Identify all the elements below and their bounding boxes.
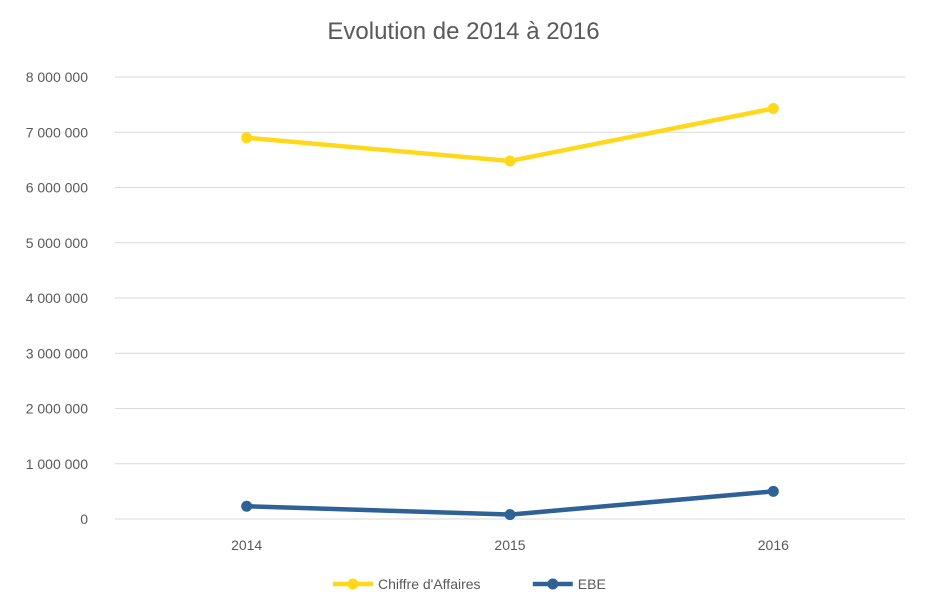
data-point-ebe (504, 509, 516, 521)
y-tick-label: 1 000 000 (26, 456, 88, 472)
data-point-ebe (767, 485, 779, 497)
y-tick-label: 4 000 000 (26, 290, 88, 306)
y-tick-label: 6 000 000 (26, 180, 88, 196)
x-tick-label: 2016 (758, 537, 789, 553)
legend-marker-chiffre-d-affaires (347, 578, 359, 590)
series-lines (241, 102, 779, 521)
chart-title: Evolution de 2014 à 2016 (327, 18, 600, 45)
x-tick-label: 2014 (231, 537, 262, 553)
y-tick-label: 8 000 000 (26, 69, 88, 85)
y-tick-label: 7 000 000 (26, 124, 88, 140)
gridlines (115, 76, 905, 520)
y-tick-label: 3 000 000 (26, 345, 88, 361)
legend: Chiffre d'Affaires EBE (333, 576, 606, 592)
legend-label-ebe: EBE (578, 576, 606, 592)
legend-label-chiffre-d-affaires: Chiffre d'Affaires (378, 576, 481, 592)
x-axis-ticks: 2014 2015 2016 (231, 537, 789, 553)
legend-marker-ebe (547, 578, 559, 590)
data-point-chiffre-d-affaires (504, 155, 516, 167)
y-tick-label: 2 000 000 (26, 401, 88, 417)
data-point-ebe (241, 500, 253, 512)
x-tick-label: 2015 (494, 537, 525, 553)
y-tick-label: 0 (80, 511, 88, 527)
data-point-chiffre-d-affaires (767, 102, 779, 114)
y-tick-label: 5 000 000 (26, 235, 88, 251)
data-point-chiffre-d-affaires (241, 132, 253, 144)
series-line-chiffre-d-affaires (244, 106, 776, 164)
y-axis-ticks: 0 1 000 000 2 000 000 3 000 000 4 000 000 5 0… (26, 69, 89, 527)
